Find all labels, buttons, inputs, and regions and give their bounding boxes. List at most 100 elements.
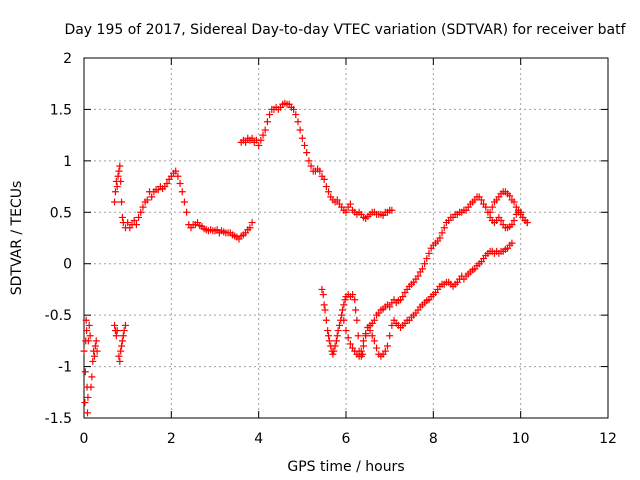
- data-point-marker: [319, 291, 327, 299]
- x-tick-label: 0: [80, 431, 89, 447]
- y-tick-label: -0.5: [45, 308, 72, 324]
- data-point-marker: [307, 162, 315, 170]
- data-point-marker: [120, 327, 128, 335]
- data-point-marker: [114, 172, 122, 180]
- data-point-marker: [482, 203, 490, 211]
- data-point-marker: [172, 167, 180, 175]
- data-point-marker: [340, 301, 348, 309]
- data-point-marker: [436, 234, 444, 242]
- data-point-marker: [259, 131, 267, 139]
- data-point-marker: [89, 357, 97, 365]
- data-point-marker: [163, 179, 171, 187]
- data-point-marker: [86, 332, 94, 340]
- x-tick-label: 8: [429, 431, 438, 447]
- data-point-marker: [81, 368, 89, 376]
- data-point-marker: [118, 213, 126, 221]
- data-point-marker: [510, 198, 518, 206]
- data-point-marker: [423, 255, 431, 263]
- data-point-marker: [246, 224, 254, 232]
- x-tick-label: 10: [512, 431, 530, 447]
- data-point-marker: [242, 138, 250, 146]
- data-point-marker: [174, 172, 182, 180]
- data-point-marker: [87, 383, 95, 391]
- data-point-marker: [135, 213, 143, 221]
- data-point-marker: [508, 239, 516, 247]
- data-point-marker: [292, 111, 300, 119]
- data-point-marker: [388, 206, 396, 214]
- data-point-marker: [294, 118, 302, 126]
- data-point-marker: [124, 219, 132, 227]
- y-axis-label: SDTVAR / TECUs: [9, 181, 25, 296]
- x-axis-label: GPS time / hours: [287, 459, 404, 475]
- data-point-marker: [418, 265, 426, 273]
- data-point-marker: [305, 157, 313, 165]
- data-point-marker: [93, 347, 101, 355]
- data-point-marker: [298, 134, 306, 142]
- data-point-marker: [248, 134, 256, 142]
- data-point-marker: [117, 177, 125, 185]
- data-point-marker: [248, 219, 256, 227]
- y-tick-label: -1.5: [45, 411, 72, 427]
- data-point-marker: [333, 196, 341, 204]
- y-tick-label: 1.5: [50, 102, 72, 118]
- data-point-marker: [322, 183, 330, 191]
- data-point-marker: [116, 357, 124, 365]
- data-point-marker: [344, 334, 352, 342]
- data-point-marker: [355, 352, 363, 360]
- data-point-marker: [368, 332, 376, 340]
- data-point-marker: [80, 347, 88, 355]
- data-point-marker: [324, 327, 332, 335]
- data-point-marker: [342, 327, 350, 335]
- data-point-marker: [82, 316, 90, 324]
- data-point-marker: [84, 337, 92, 345]
- y-tick-label: 2: [63, 51, 72, 67]
- data-point-marker: [354, 332, 362, 340]
- data-point-marker: [266, 111, 274, 119]
- data-point-marker: [332, 337, 340, 345]
- data-point-marker: [118, 337, 126, 345]
- data-point-marker: [176, 179, 184, 187]
- data-point-marker: [112, 332, 120, 340]
- data-point-marker: [508, 221, 516, 229]
- data-point-marker: [320, 301, 328, 309]
- data-point-marker: [340, 316, 348, 324]
- data-point-marker: [178, 188, 186, 196]
- data-point-marker: [316, 167, 324, 175]
- data-point-marker: [331, 342, 339, 350]
- data-point-marker: [346, 200, 354, 208]
- data-point-marker: [349, 291, 357, 299]
- data-point-marker: [353, 316, 361, 324]
- data-point-marker: [330, 347, 338, 355]
- data-point-marker: [116, 162, 124, 170]
- data-point-marker: [115, 352, 123, 360]
- data-point-marker: [90, 352, 98, 360]
- data-point-marker: [366, 327, 374, 335]
- data-point-marker: [425, 249, 433, 257]
- x-tick-label: 2: [167, 431, 176, 447]
- data-point-marker: [477, 196, 485, 204]
- y-tick-labels: -1.5 -1 -0.5 0 0.5 1 1.5 2: [45, 51, 72, 427]
- data-point-marker: [388, 321, 396, 329]
- data-point-marker: [440, 224, 448, 232]
- data-point-marker: [257, 136, 265, 144]
- data-point-marker: [346, 340, 354, 348]
- data-point-marker: [373, 344, 381, 352]
- data-point-marker: [486, 208, 494, 216]
- y-tick-label: -1: [58, 360, 72, 376]
- data-point-marker: [321, 306, 329, 314]
- data-point-marker: [381, 347, 389, 355]
- data-point-marker: [255, 141, 263, 149]
- data-point-marker: [84, 393, 92, 401]
- data-point-marker: [111, 321, 119, 329]
- data-point-marker: [85, 321, 93, 329]
- data-point-marker: [497, 217, 505, 225]
- data-point-marker: [351, 296, 359, 304]
- data-point-marker: [92, 337, 100, 345]
- data-point-marker: [111, 198, 119, 206]
- data-point-marker: [83, 409, 91, 417]
- data-point-marker: [118, 342, 126, 350]
- data-point-marker: [303, 149, 311, 157]
- data-point-marker: [83, 327, 91, 335]
- data-point-marker: [357, 347, 365, 355]
